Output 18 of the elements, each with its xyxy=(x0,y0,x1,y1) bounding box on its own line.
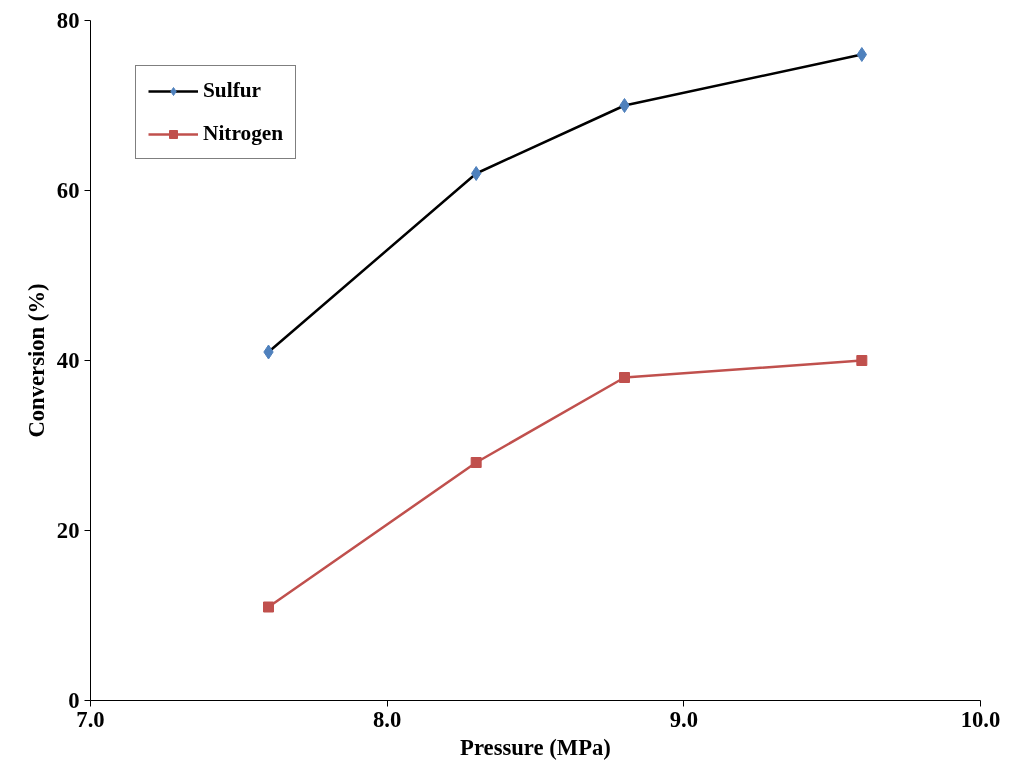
point xyxy=(619,98,630,113)
point xyxy=(856,355,868,366)
y-tick-label: 20 xyxy=(56,518,80,543)
point xyxy=(471,166,482,181)
y-tick-label: 80 xyxy=(56,8,80,33)
point xyxy=(263,601,274,613)
x-tick-label: 9.0 xyxy=(669,706,698,732)
x-axis-title: Pressure (MPa) xyxy=(460,734,611,760)
legend-label: Sulfur xyxy=(203,78,262,103)
point xyxy=(619,372,630,383)
point xyxy=(856,47,867,62)
legend-label: Nitrogen xyxy=(203,121,284,146)
x-tick-label: 8.0 xyxy=(373,706,402,732)
point xyxy=(470,457,482,468)
y-axis-title: Conversion (%) xyxy=(23,283,49,438)
y-tick-label: 40 xyxy=(56,348,80,373)
y-tick-label: 60 xyxy=(56,178,80,203)
x-tick-label: 10.0 xyxy=(960,706,1001,732)
